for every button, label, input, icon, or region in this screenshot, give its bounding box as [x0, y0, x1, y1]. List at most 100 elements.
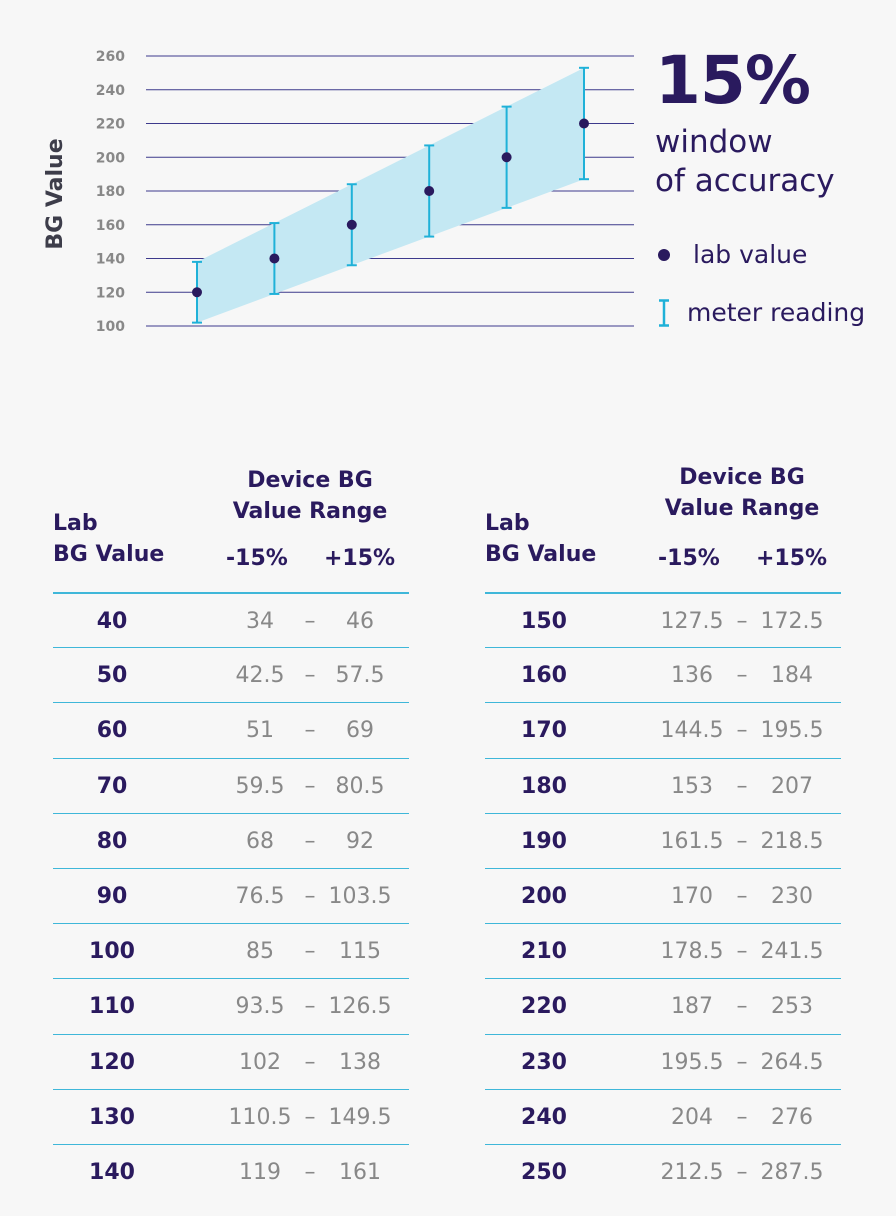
- lab-value-cell: 170: [521, 718, 567, 744]
- headline-line1: window: [655, 124, 773, 160]
- high-value-cell: 161: [339, 1160, 381, 1185]
- low-value-cell: 178.5: [660, 939, 724, 965]
- lab-value-cell: 190: [521, 828, 567, 854]
- range-dash: –: [736, 718, 748, 744]
- high-value-cell: 126.5: [328, 994, 392, 1020]
- right-header-minus: -15%: [658, 546, 720, 571]
- lab-value-cell: 210: [521, 939, 567, 965]
- y-tick-100: 100: [96, 319, 125, 335]
- legend-meter-reading: meter reading: [655, 298, 865, 327]
- accuracy-band-shape: [197, 67, 584, 323]
- table-row: 150 127.5–172.5: [485, 592, 841, 649]
- low-value-cell: 212.5: [660, 1160, 724, 1185]
- table-row: 80 68 – 92: [53, 812, 409, 869]
- table-row: 60 51 – 69: [53, 702, 409, 758]
- lab-value-cell: 60: [96, 718, 128, 744]
- right-header-device: Device BG Value Range: [664, 465, 820, 521]
- range-dash: –: [304, 1104, 316, 1130]
- table-row: 190 161.5–218.5: [485, 812, 841, 869]
- lab-value-point-160: [346, 219, 357, 230]
- range-dash: –: [736, 828, 748, 854]
- left-header-device: Device BG Value Range: [232, 468, 388, 524]
- y-axis-label: BG Value: [43, 138, 68, 249]
- error-bar-220: [579, 66, 589, 181]
- y-tick-160: 160: [96, 218, 125, 234]
- lab-value-cell: 90: [96, 884, 128, 909]
- low-value-cell: 102: [239, 1049, 281, 1075]
- lab-value-cell: 80: [96, 828, 128, 854]
- high-value-cell: 46: [346, 609, 374, 634]
- lab-value-cell: 40: [96, 609, 128, 634]
- y-tick-260: 260: [96, 49, 125, 65]
- error-bar-200: [501, 105, 512, 209]
- high-value-cell: 184: [771, 663, 813, 689]
- low-value-cell: 187: [671, 994, 713, 1020]
- lab-value-cell: 110: [89, 994, 135, 1020]
- low-value-cell: 161.5: [660, 828, 724, 854]
- low-value-cell: 51: [246, 718, 274, 744]
- headline-percent: 15%: [655, 42, 811, 119]
- high-value-cell: 92: [346, 828, 374, 854]
- range-dash: –: [736, 939, 748, 965]
- high-value-cell: 57.5: [335, 663, 385, 689]
- low-value-cell: 42.5: [235, 663, 285, 689]
- table-row: 50 42.5–57.5: [53, 647, 409, 703]
- lab-value-point-120: [192, 287, 202, 298]
- low-value-cell: 195.5: [660, 1049, 724, 1075]
- table-row: 130 110.5–149.5: [53, 1088, 409, 1145]
- table-row: 90 76.5–103.5: [53, 868, 409, 924]
- range-dash: –: [304, 884, 316, 909]
- table-row: 170 144.5–195.5: [485, 702, 841, 758]
- high-value-cell: 264.5: [760, 1049, 824, 1075]
- range-dash: –: [736, 773, 748, 799]
- right-header-lab: Lab BG Value: [485, 511, 597, 567]
- lab-value-cell: 240: [521, 1104, 567, 1130]
- high-value-cell: 103.5: [328, 884, 392, 909]
- left-header-plus: +15%: [324, 546, 396, 571]
- lab-value-point-220: [579, 118, 589, 129]
- range-dash: –: [304, 609, 316, 634]
- accuracy-chart: 100 120 140 160 180 200 220 240 260 BG Value: [43, 49, 634, 335]
- chart-marks: [192, 66, 589, 324]
- high-value-cell: 172.5: [760, 609, 824, 634]
- lab-value-cell: 130: [89, 1104, 135, 1130]
- low-value-cell: 93.5: [235, 994, 285, 1020]
- right-header-plus: +15%: [756, 546, 828, 571]
- low-value-cell: 204: [671, 1104, 713, 1130]
- y-tick-200: 200: [96, 150, 125, 166]
- error-bar-120: [192, 260, 202, 324]
- range-dash: –: [736, 1104, 748, 1130]
- table-row: 120 102–138: [53, 1033, 409, 1090]
- range-dash: –: [304, 718, 316, 744]
- low-value-cell: 76.5: [235, 884, 285, 909]
- y-tick-240: 240: [96, 83, 125, 99]
- lab-value-cell: 160: [521, 663, 567, 689]
- high-value-cell: 253: [771, 994, 813, 1020]
- low-value-cell: 68: [246, 828, 274, 854]
- lab-value-point-140: [269, 253, 280, 264]
- range-dash: –: [736, 663, 748, 689]
- low-value-cell: 34: [246, 609, 274, 634]
- high-value-cell: 287.5: [760, 1160, 824, 1185]
- y-tick-220: 220: [96, 117, 125, 133]
- high-value-cell: 230: [771, 884, 813, 909]
- table-row: 100 85 –115: [53, 923, 409, 979]
- lab-value-cell: 230: [521, 1049, 567, 1075]
- low-value-cell: 136: [671, 663, 713, 689]
- lab-value-cell: 220: [521, 994, 567, 1020]
- range-dash: –: [736, 1160, 748, 1185]
- low-value-cell: 110.5: [228, 1104, 292, 1130]
- lab-value-cell: 150: [521, 609, 567, 634]
- low-value-cell: 144.5: [660, 718, 724, 744]
- table-row: 110 93.5–126.5: [53, 978, 409, 1034]
- y-tick-120: 120: [96, 285, 125, 301]
- low-value-cell: 85: [246, 939, 274, 965]
- range-dash: –: [304, 663, 316, 689]
- lab-value-cell: 120: [89, 1049, 135, 1075]
- legend-block: 15% window of accuracy: [655, 40, 835, 204]
- lab-value-point-180: [424, 186, 435, 196]
- y-axis-ticks: 100 120 140 160 180 200 220 240 260: [96, 49, 125, 335]
- lab-value-cell: 180: [521, 773, 567, 799]
- high-value-cell: 69: [346, 718, 374, 744]
- error-bar-140: [269, 222, 280, 295]
